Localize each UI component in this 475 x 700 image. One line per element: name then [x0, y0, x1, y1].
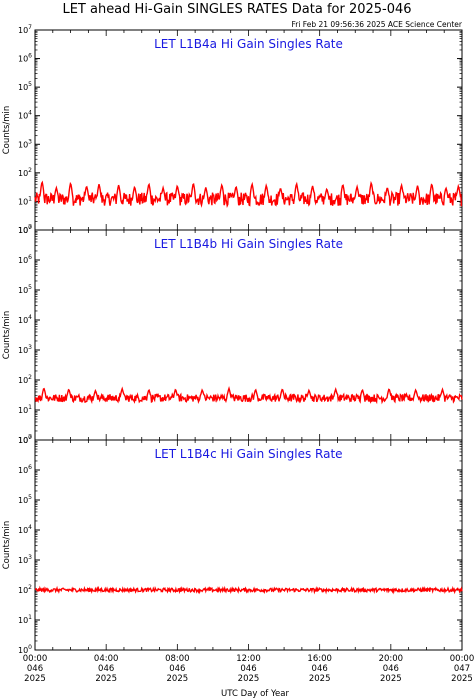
x-axis-label: UTC Day of Year	[221, 689, 289, 699]
x-tick-label: 046	[27, 664, 43, 674]
y-axis-label: Counts/min	[2, 311, 12, 360]
y-tick-label: 100	[18, 644, 32, 655]
page-title: LET ahead Hi-Gain SINGLES RATES Data for…	[62, 2, 411, 17]
x-tick-label: 046	[383, 664, 399, 674]
x-tick-label: 2025	[309, 674, 331, 684]
y-tick-label: 104	[18, 110, 32, 121]
panel-1: 100 101 102 103 104 105 106 107 LET L1B4a Hi Gai…	[2, 24, 463, 235]
x-tick-label: 00:00	[23, 654, 48, 664]
x-tick-label: 16:00	[307, 654, 332, 664]
x-tick-label: 2025	[380, 674, 402, 684]
x-tick-label: 2025	[24, 674, 46, 684]
y-tick-label: 103	[18, 138, 32, 149]
x-tick-label: 046	[169, 664, 185, 674]
series-line-panel-1	[34, 180, 463, 209]
x-tick-label: 2025	[95, 674, 117, 684]
x-axis-tick-labels: 00:00046202504:00046202508:00046202512:0…	[23, 654, 475, 684]
x-tick-label: 046	[312, 664, 328, 674]
y-tick-label: 100	[18, 434, 32, 445]
panel-title: LET L1B4a Hi Gain Singles Rate	[154, 37, 343, 51]
panel-3: 100 101 102 103 104 105 106 107 LET L1B4c Hi Gai…	[2, 434, 463, 655]
y-axis-label: Counts/min	[2, 521, 12, 570]
x-tick-label: 2025	[451, 674, 473, 684]
y-tick-label: 102	[18, 584, 32, 595]
x-tick-label: 046	[240, 664, 256, 674]
panel-title: LET L1B4b Hi Gain Singles Rate	[154, 237, 343, 251]
y-tick-label: 105	[18, 81, 32, 92]
y-tick-label: 101	[18, 404, 32, 415]
y-tick-label: 106	[18, 464, 32, 475]
panels: 100 101 102 103 104 105 106 107 LET L1B4a Hi Gai…	[2, 24, 463, 655]
x-tick-label: 046	[98, 664, 114, 674]
y-tick-label: 104	[18, 524, 32, 535]
y-tick-label: 107	[18, 24, 32, 35]
y-tick-label: 107	[18, 224, 32, 235]
panel-title: LET L1B4c Hi Gain Singles Rate	[154, 447, 342, 461]
x-tick-label: 047	[454, 664, 470, 674]
x-tick-label: 12:00	[236, 654, 261, 664]
y-tick-label: 101	[18, 614, 32, 625]
panel-frame	[34, 229, 463, 441]
y-tick-label: 105	[18, 494, 32, 505]
x-tick-label: 2025	[238, 674, 260, 684]
y-tick-label: 107	[18, 434, 32, 445]
series-line-panel-2	[34, 385, 463, 405]
y-axis-label: Counts/min	[2, 106, 12, 155]
y-tick-label: 105	[18, 284, 32, 295]
x-tick-label: 20:00	[379, 654, 404, 664]
x-tick-label: 2025	[167, 674, 189, 684]
y-tick-label: 102	[18, 167, 32, 178]
y-tick-label: 106	[18, 53, 32, 64]
panel-frame	[34, 439, 463, 651]
y-tick-label: 103	[18, 554, 32, 565]
y-tick-label: 103	[18, 344, 32, 355]
y-tick-label: 100	[18, 224, 32, 235]
x-tick-label: 08:00	[165, 654, 190, 664]
panel-2: 100 101 102 103 104 105 106 107 LET L1B4b Hi Gai…	[2, 224, 463, 445]
y-tick-label: 104	[18, 314, 32, 325]
x-tick-label: 04:00	[94, 654, 119, 664]
timestamp: Fri Feb 21 09:56:36 2025 ACE Science Cen…	[291, 20, 462, 29]
y-tick-label: 106	[18, 254, 32, 265]
series-line-panel-3	[34, 585, 463, 595]
y-tick-label: 102	[18, 374, 32, 385]
y-tick-label: 101	[18, 195, 32, 206]
x-tick-label: 00:00	[450, 654, 475, 664]
